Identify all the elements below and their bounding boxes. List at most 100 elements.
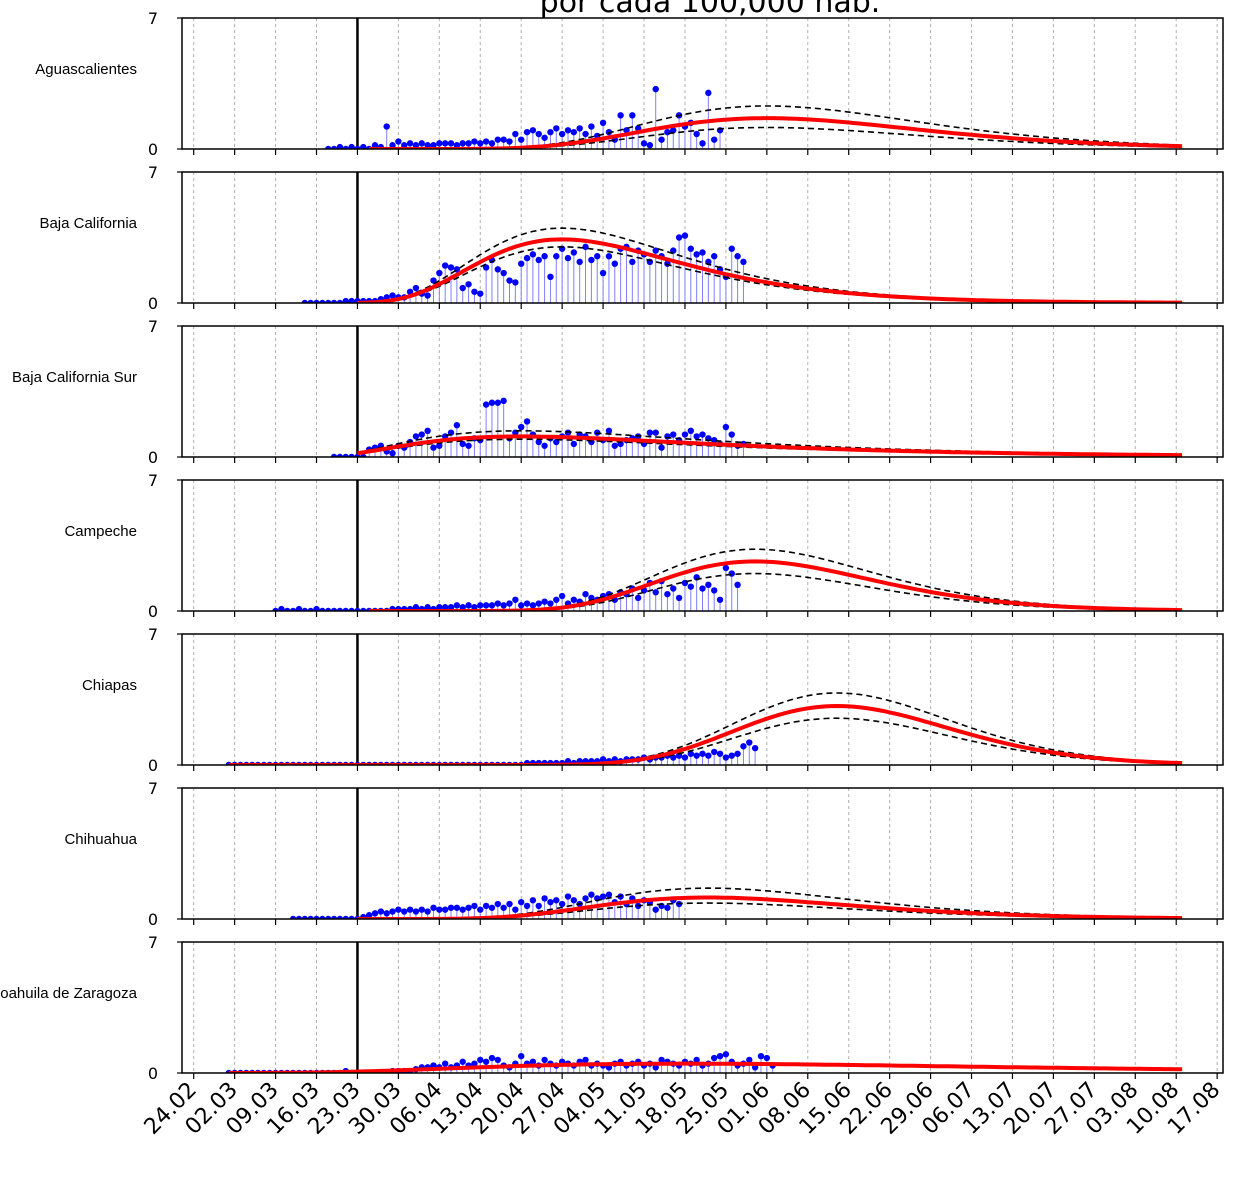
observed-point xyxy=(389,908,396,915)
observed-point xyxy=(441,140,449,147)
observed-point xyxy=(441,262,449,269)
observed-point xyxy=(523,128,531,136)
observed-point xyxy=(325,607,332,611)
observed-point xyxy=(728,752,735,759)
observed-point xyxy=(693,1056,700,1064)
observed-point xyxy=(406,906,414,913)
y-tick-label: 7 xyxy=(148,933,158,952)
observed-point xyxy=(664,904,671,911)
fit-line xyxy=(357,434,1183,457)
observed-point xyxy=(342,607,349,611)
observed-point xyxy=(436,140,443,147)
y-tick-label: 0 xyxy=(148,910,158,929)
observed-point xyxy=(471,604,478,611)
observed-point xyxy=(424,604,431,611)
observed-point xyxy=(295,605,303,611)
observed-point xyxy=(330,145,338,149)
observed-point xyxy=(693,130,700,138)
lower-band-line xyxy=(357,902,1183,919)
observed-point xyxy=(617,112,624,119)
state-label: Chiapas xyxy=(82,677,137,694)
observed-point xyxy=(652,589,659,596)
state-label: Chihuahua xyxy=(64,831,137,848)
state-label: Aguascalientes xyxy=(35,61,137,78)
observed-point xyxy=(436,604,443,611)
observed-point xyxy=(564,893,572,900)
observed-point xyxy=(465,281,472,288)
observed-point xyxy=(471,138,478,145)
panel-plot-area xyxy=(193,634,1218,765)
panel-frame xyxy=(181,479,1224,612)
observed-point xyxy=(570,596,578,603)
observed-point xyxy=(447,604,455,611)
panel-frame xyxy=(181,171,1224,304)
panels-group: 7 0 Aguascalientes 7 0 Baja California 7 0 Baja … xyxy=(0,9,1224,1083)
observed-point xyxy=(500,136,507,143)
observed-point xyxy=(453,421,461,429)
y-tick-label: 7 xyxy=(148,9,158,28)
observed-point xyxy=(687,583,695,590)
observed-point xyxy=(547,128,554,136)
observed-point xyxy=(582,895,589,902)
panel-plot-area xyxy=(193,172,1218,303)
y-tick-label: 7 xyxy=(148,471,158,490)
observed-point xyxy=(313,605,320,611)
observed-point xyxy=(716,1052,724,1060)
observed-point xyxy=(710,136,718,143)
observed-point xyxy=(728,570,735,577)
observed-point xyxy=(412,433,420,440)
observed-point xyxy=(547,898,554,906)
observed-point xyxy=(751,744,759,752)
panel-baja-california: 7 0 Baja California xyxy=(39,163,1224,313)
panel-frame xyxy=(181,787,1224,920)
observed-point xyxy=(588,123,595,130)
observed-point xyxy=(482,138,490,145)
panel-frame xyxy=(181,633,1224,766)
observed-point xyxy=(599,269,607,277)
observed-point xyxy=(500,904,507,911)
observed-point xyxy=(307,607,314,611)
y-tick-label: 0 xyxy=(148,140,158,159)
observed-point xyxy=(342,915,349,919)
observed-point xyxy=(430,142,437,149)
observed-point xyxy=(523,254,531,262)
observed-point xyxy=(728,245,735,252)
panel-chiapas: 7 0 Chiapas xyxy=(82,625,1224,775)
observed-point xyxy=(734,750,741,757)
observed-point xyxy=(471,1060,478,1067)
observed-point xyxy=(284,607,291,611)
observed-point xyxy=(447,904,455,911)
observed-point xyxy=(459,604,466,611)
observed-point xyxy=(693,433,700,440)
observed-point xyxy=(664,590,671,598)
observed-point xyxy=(512,279,519,286)
observed-point xyxy=(710,436,718,444)
observed-point xyxy=(634,594,642,602)
y-tick-label: 0 xyxy=(148,756,158,775)
chart-title: por cada 100,000 hab. xyxy=(540,0,881,20)
observed-point xyxy=(535,130,542,138)
panel-frame xyxy=(181,17,1224,150)
x-axis: 24.0202.0309.0316.0323.0330.0306.0413.04… xyxy=(140,1078,1226,1140)
observed-point xyxy=(278,605,285,611)
observed-point xyxy=(313,915,320,919)
observed-point xyxy=(523,600,531,607)
observed-point xyxy=(272,607,279,611)
state-label: Baja California Sur xyxy=(12,369,137,386)
observed-point xyxy=(412,142,420,149)
panel-coahuila-de-zaragoza: 7 0 Coahuila de Zaragoza xyxy=(0,933,1224,1083)
observed-point xyxy=(500,269,507,277)
panel-campeche: 7 0 Campeche xyxy=(64,471,1224,621)
observed-point xyxy=(465,442,472,449)
observed-point xyxy=(658,444,665,451)
observed-point xyxy=(465,140,472,147)
observed-point xyxy=(740,743,747,750)
observed-point xyxy=(488,602,496,609)
observed-point xyxy=(424,142,431,149)
observed-point xyxy=(406,140,414,147)
observed-point xyxy=(430,277,437,284)
observed-point xyxy=(412,284,420,292)
observed-point xyxy=(570,249,578,256)
observed-point xyxy=(459,1058,466,1065)
observed-point xyxy=(687,427,695,434)
